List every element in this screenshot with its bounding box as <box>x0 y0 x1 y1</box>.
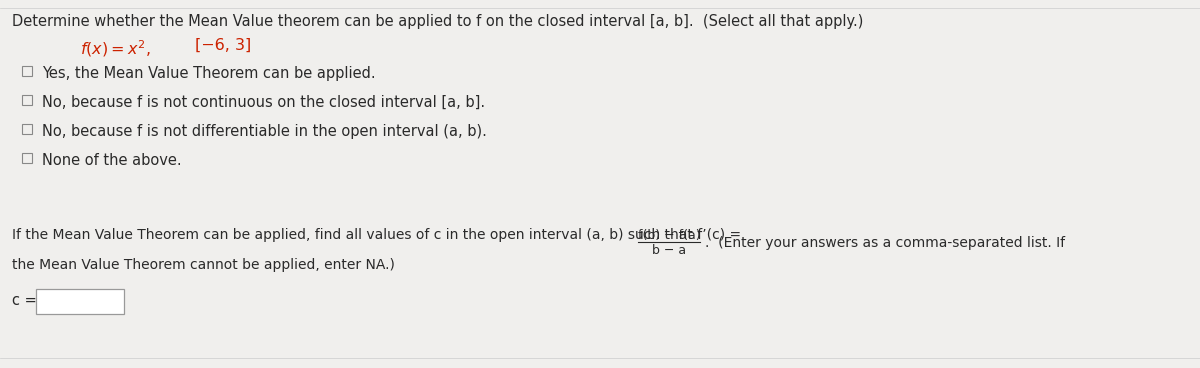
Text: Determine whether the Mean Value theorem can be applied to f on the closed inter: Determine whether the Mean Value theorem… <box>12 14 863 29</box>
Text: $f(x) = x^2,$: $f(x) = x^2,$ <box>80 38 150 59</box>
Bar <box>22 66 32 76</box>
Text: No, because f is not differentiable in the open interval (a, b).: No, because f is not differentiable in t… <box>42 124 487 139</box>
Text: .  (Enter your answers as a comma-separated list. If: . (Enter your answers as a comma-separat… <box>706 236 1066 250</box>
Text: If the Mean Value Theorem can be applied, find all values of c in the open inter: If the Mean Value Theorem can be applied… <box>12 228 745 242</box>
Bar <box>36 289 124 314</box>
Text: c =: c = <box>12 293 41 308</box>
Text: [−6, 3]: [−6, 3] <box>194 38 251 53</box>
Text: f(b) − f(a): f(b) − f(a) <box>638 229 701 242</box>
Bar <box>22 124 32 134</box>
Bar <box>22 95 32 105</box>
Text: Yes, the Mean Value Theorem can be applied.: Yes, the Mean Value Theorem can be appli… <box>42 66 376 81</box>
Text: None of the above.: None of the above. <box>42 153 181 168</box>
Text: No, because f is not continuous on the closed interval [a, b].: No, because f is not continuous on the c… <box>42 95 485 110</box>
Text: the Mean Value Theorem cannot be applied, enter NA.): the Mean Value Theorem cannot be applied… <box>12 258 395 272</box>
Bar <box>22 153 32 163</box>
Text: b − a: b − a <box>653 244 686 257</box>
